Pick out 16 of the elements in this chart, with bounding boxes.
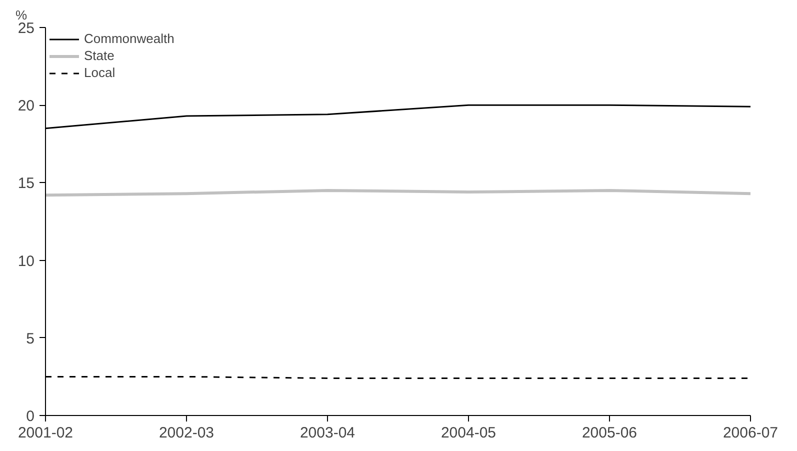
y-tick-label: 0 <box>26 408 34 425</box>
legend-label: Commonwealth <box>84 31 174 46</box>
x-tick-label: 2004-05 <box>440 424 496 442</box>
x-tick-label: 2005-06 <box>582 424 638 442</box>
x-tick-label: 2002-03 <box>158 424 214 442</box>
y-tick-label: 10 <box>18 252 35 270</box>
legend-label: Local <box>84 65 116 80</box>
x-tick-label: 2001-02 <box>18 424 74 442</box>
y-tick-label: 15 <box>18 175 35 192</box>
y-tick-label: 5 <box>26 330 34 348</box>
y-axis-title: % <box>16 8 28 22</box>
y-tick-label: 20 <box>18 98 35 115</box>
x-tick-label: 2006-07 <box>722 424 778 442</box>
legend-label: State <box>84 48 114 63</box>
x-tick-label: 2003-04 <box>300 424 356 442</box>
y-tick-label: 25 <box>18 20 35 37</box>
